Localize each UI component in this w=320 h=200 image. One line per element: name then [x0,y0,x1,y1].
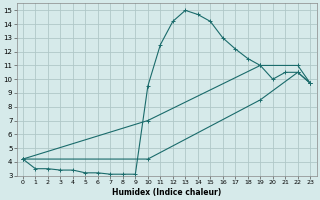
X-axis label: Humidex (Indice chaleur): Humidex (Indice chaleur) [112,188,221,197]
